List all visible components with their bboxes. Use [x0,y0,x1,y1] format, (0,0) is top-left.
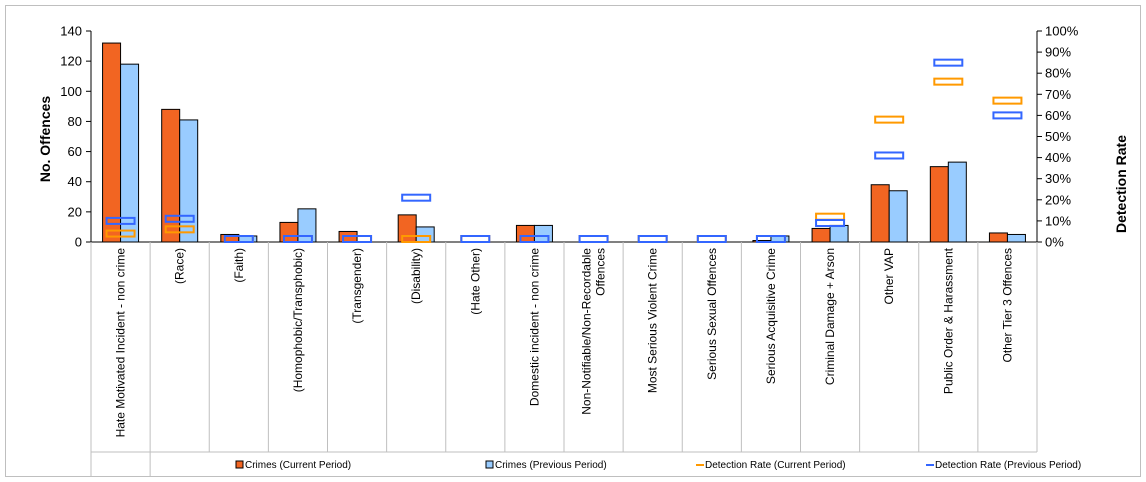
category-label: Criminal Damage + Arson [823,248,837,385]
marker-current [992,96,1023,105]
y-tick-label: 0 [75,235,82,250]
marker-previous [401,193,432,202]
chart-frame: 0 20 40 60 80 100 120 140 0% 10% 20% 30% 40% 50% 60% 7… [5,5,1141,477]
marker-previous [696,235,727,243]
bar-previous [179,119,199,243]
marker-previous [815,219,846,228]
bar-previous [415,226,435,243]
marker-previous [992,111,1023,120]
marker-previous [578,235,609,243]
marker-current [933,77,964,86]
bar-current [102,42,122,243]
bars [102,42,1026,243]
y2-tick-label: 0% [1045,235,1064,250]
category-label-line: Non-Notifiable/Non-Recordable [580,248,594,415]
y-tick-label: 140 [60,24,82,39]
category-label: (Transgender) [350,248,364,324]
legend-swatch [485,460,494,469]
legend-label: Crimes (Current Period) [245,460,351,471]
marker-previous [282,235,313,243]
bar-current [515,224,535,243]
category-label: Public Order & Harassment [941,247,955,394]
marker-current [164,225,195,234]
y-axis-title: No. Offences [37,96,53,183]
marker-current [815,212,846,221]
y2-tick-label: 90% [1045,45,1071,60]
detection-markers [105,58,1023,243]
legend-label: Crimes (Previous Period) [495,460,607,471]
y2-axis-ticks: 0% 10% 20% 30% 40% 50% 60% 70% 80% 90% 100% [1037,24,1079,250]
y-tick-label: 120 [60,54,82,69]
y2-tick-label: 60% [1045,108,1071,123]
legend: Crimes (Current Period) Crimes (Previous … [235,460,1081,471]
category-label: (Homophobic/Transphobic) [291,248,305,392]
y2-tick-label: 70% [1045,87,1071,102]
bar-current [397,214,417,243]
category-label: Non-Notifiable/Non-RecordableOffences [580,248,608,415]
bar-previous [888,190,908,243]
y2-tick-label: 50% [1045,129,1071,144]
y-tick-label: 100 [60,84,82,99]
category-label: (Disability) [409,248,423,304]
bar-current [279,221,299,243]
marker-previous [223,235,254,243]
category-label: Most Serious Violent Crime [646,248,660,393]
bar-previous [120,63,140,243]
bar-current [929,166,949,243]
y2-tick-label: 40% [1045,150,1071,165]
y2-tick-label: 10% [1045,213,1071,228]
bar-previous [533,224,553,243]
y-tick-label: 20 [68,204,82,219]
legend-swatch [235,460,244,469]
y-tick-label: 40 [68,174,82,189]
bar-previous [829,224,849,243]
marker-previous [105,216,136,225]
marker-previous [933,58,964,67]
y2-tick-label: 30% [1045,171,1071,186]
category-label: Serious Acquisitive Crime [764,248,778,384]
marker-previous [755,235,786,243]
category-label: Serious Sexual Offences [705,248,719,380]
category-label: Other Tier 3 Offences [1000,248,1014,363]
category-labels: Hate Motivated Incident - non crime (Race… [114,247,1015,437]
marker-current [105,229,136,238]
y-tick-label: 80 [68,114,82,129]
y-tick-label: 60 [68,144,82,159]
marker-previous [874,151,905,160]
y2-tick-label: 20% [1045,192,1071,207]
category-label: Hate Motivated Incident - non crime [114,248,128,438]
y-axis-ticks: 0 20 40 60 80 100 120 140 [60,24,91,250]
category-label: Domestic incident - non crime [527,248,541,406]
bar-current [988,232,1008,243]
bar-previous [947,161,967,243]
y2-tick-label: 100% [1045,24,1079,39]
chart-svg: 0 20 40 60 80 100 120 140 0% 10% 20% 30% 40% 50% 60% 7… [37,24,1129,476]
bar-previous [297,208,317,243]
category-label: (Faith) [232,248,246,283]
y2-axis-title: Detection Rate [1113,135,1129,233]
marker-previous [637,235,668,243]
legend-label: Detection Rate (Current Period) [705,460,846,471]
marker-previous [164,214,195,223]
marker-current [874,115,905,124]
y2-tick-label: 80% [1045,66,1071,81]
marker-previous [519,235,550,243]
bar-current [870,184,890,243]
category-label: (Hate Other) [468,248,482,315]
category-label: Other VAP [882,248,896,304]
bar-previous [1006,233,1026,243]
bar-current [811,227,831,243]
marker-previous [460,235,491,243]
category-label-line: Offences [594,248,608,296]
marker-previous [342,235,373,243]
marker-current [401,235,432,243]
legend-label: Detection Rate (Previous Period) [935,460,1081,471]
category-label: (Race) [173,248,187,284]
